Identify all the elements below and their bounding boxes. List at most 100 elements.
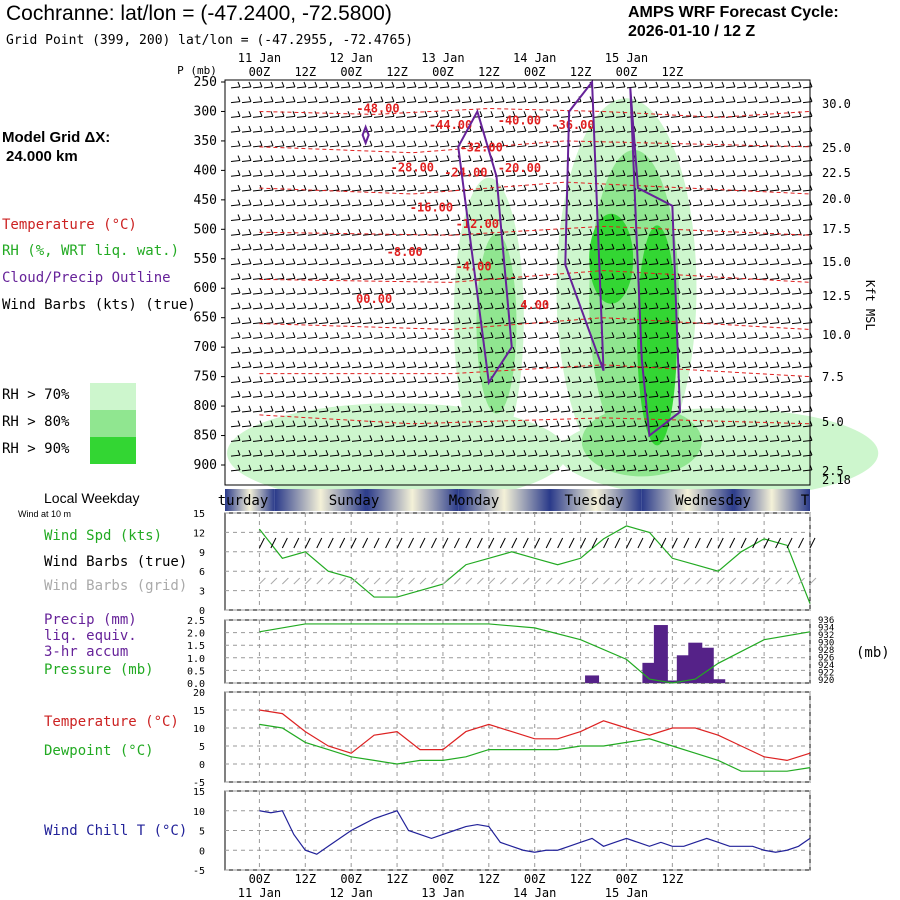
- wind-barb-flag: [688, 243, 692, 250]
- wind-barb: [296, 263, 307, 266]
- wind-barb-flag: [314, 391, 318, 397]
- wind-barb-flag: [556, 391, 560, 397]
- wind-barb: [571, 189, 582, 192]
- wind-barb: [703, 469, 714, 472]
- wind-barb-flag: [677, 420, 681, 426]
- wind-barb: [604, 204, 615, 207]
- wind-barb: [483, 307, 494, 310]
- wind-barb-flag: [534, 302, 538, 309]
- wind-barb: [428, 395, 439, 398]
- wind-barb-flag: [303, 184, 307, 191]
- wind-barb-flag: [369, 199, 373, 205]
- wind-barb: [406, 218, 417, 221]
- wind-barb-flag: [237, 287, 241, 294]
- wind-barb-flag: [303, 273, 307, 279]
- wind-barb-flag: [336, 391, 340, 397]
- wind-barb: [285, 248, 296, 251]
- wind-barb-flag: [633, 243, 637, 250]
- wind-barb-flag: [468, 332, 472, 338]
- temperature-contour-label: -32.00: [459, 141, 502, 155]
- wind-barb-flag: [732, 302, 736, 309]
- wind-barb-flag: [567, 435, 571, 441]
- wind-barb-flag: [589, 125, 593, 132]
- wind-barb: [351, 86, 362, 89]
- wind-barb: [340, 322, 351, 325]
- wind-barb: [703, 218, 714, 221]
- wind-barb: [340, 439, 351, 442]
- wind-barb-flag: [798, 464, 802, 471]
- wind-barb-flag: [776, 125, 780, 132]
- wind-barb: [747, 381, 758, 384]
- surface-wind-barb-grid: [385, 577, 392, 585]
- wind-barb-flag: [512, 96, 516, 102]
- dewpoint-line: [259, 723, 811, 772]
- wind-barb: [758, 439, 769, 442]
- wind-barb: [252, 263, 263, 266]
- wind-barb-flag: [303, 199, 307, 205]
- wind-barb: [758, 218, 769, 221]
- wind-barb: [681, 174, 692, 177]
- wind-barb-flag: [248, 435, 252, 441]
- wind-barb-flag: [754, 258, 758, 264]
- wind-barb-flag: [765, 243, 769, 250]
- wind-barb: [406, 277, 417, 280]
- wind-barb: [307, 86, 318, 89]
- wind-barb: [494, 469, 505, 472]
- wind-barb: [593, 381, 604, 384]
- wind-barb-flag: [666, 464, 670, 471]
- wind-barb: [560, 454, 571, 457]
- wind-barb: [747, 174, 758, 177]
- wind-barb: [406, 174, 417, 177]
- wind-barb: [736, 395, 747, 398]
- wind-barb-flag: [622, 214, 626, 220]
- wind-barb-flag: [743, 96, 747, 102]
- wind-barb: [241, 469, 252, 472]
- wind-barb: [318, 425, 329, 428]
- wind-barb: [252, 292, 263, 295]
- wind-barb-flag: [358, 243, 362, 250]
- wind-barb-flag: [347, 214, 351, 220]
- wind-barb-flag: [479, 96, 483, 102]
- wind-barb-flag: [402, 199, 406, 205]
- wind-barb: [769, 307, 780, 310]
- wind-barb-flag: [677, 302, 681, 309]
- wind-barb: [802, 86, 813, 89]
- wind-barb-flag: [644, 376, 648, 382]
- wind-barb: [637, 336, 648, 339]
- wind-barb: [318, 248, 329, 251]
- wind-barb: [450, 204, 461, 207]
- wind-barb-flag: [589, 170, 593, 176]
- wind-barb: [241, 277, 252, 280]
- wind-barb-flag: [721, 170, 725, 176]
- wind-barb: [494, 425, 505, 428]
- wind-barb-flag: [710, 170, 714, 176]
- wind-barb-flag: [633, 449, 637, 456]
- surface-wind-barb: [729, 537, 736, 549]
- wind-barb-flag: [743, 243, 747, 250]
- wind-barb-flag: [237, 302, 241, 309]
- wind-barb: [593, 130, 604, 133]
- wind-barb-flag: [259, 464, 263, 471]
- wind-barb-flag: [721, 287, 725, 294]
- wind-barb-flag: [237, 361, 241, 367]
- wind-barb: [417, 454, 428, 457]
- wind-barb-flag: [743, 170, 747, 176]
- wind-barb-flag: [391, 361, 395, 367]
- wind-barb: [527, 292, 538, 295]
- wind-barb: [758, 307, 769, 310]
- wind-barb: [725, 86, 736, 89]
- wind-barb-flag: [457, 125, 461, 132]
- wind-barb-flag: [303, 111, 307, 117]
- wind-barb: [241, 322, 252, 325]
- forecast-cycle-value: 2026-01-10 / 12 Z: [628, 23, 756, 40]
- wind-barb: [362, 174, 373, 177]
- wind-barb-flag: [402, 376, 406, 382]
- wind-barb: [571, 307, 582, 310]
- wind-barb-flag: [402, 243, 406, 250]
- wind-barb-flag: [237, 96, 241, 102]
- wind-barb: [681, 263, 692, 266]
- wind-barb-flag: [347, 361, 351, 367]
- wind-barb: [472, 218, 483, 221]
- wind-barb-flag: [622, 170, 626, 176]
- wind-barb-flag: [468, 435, 472, 441]
